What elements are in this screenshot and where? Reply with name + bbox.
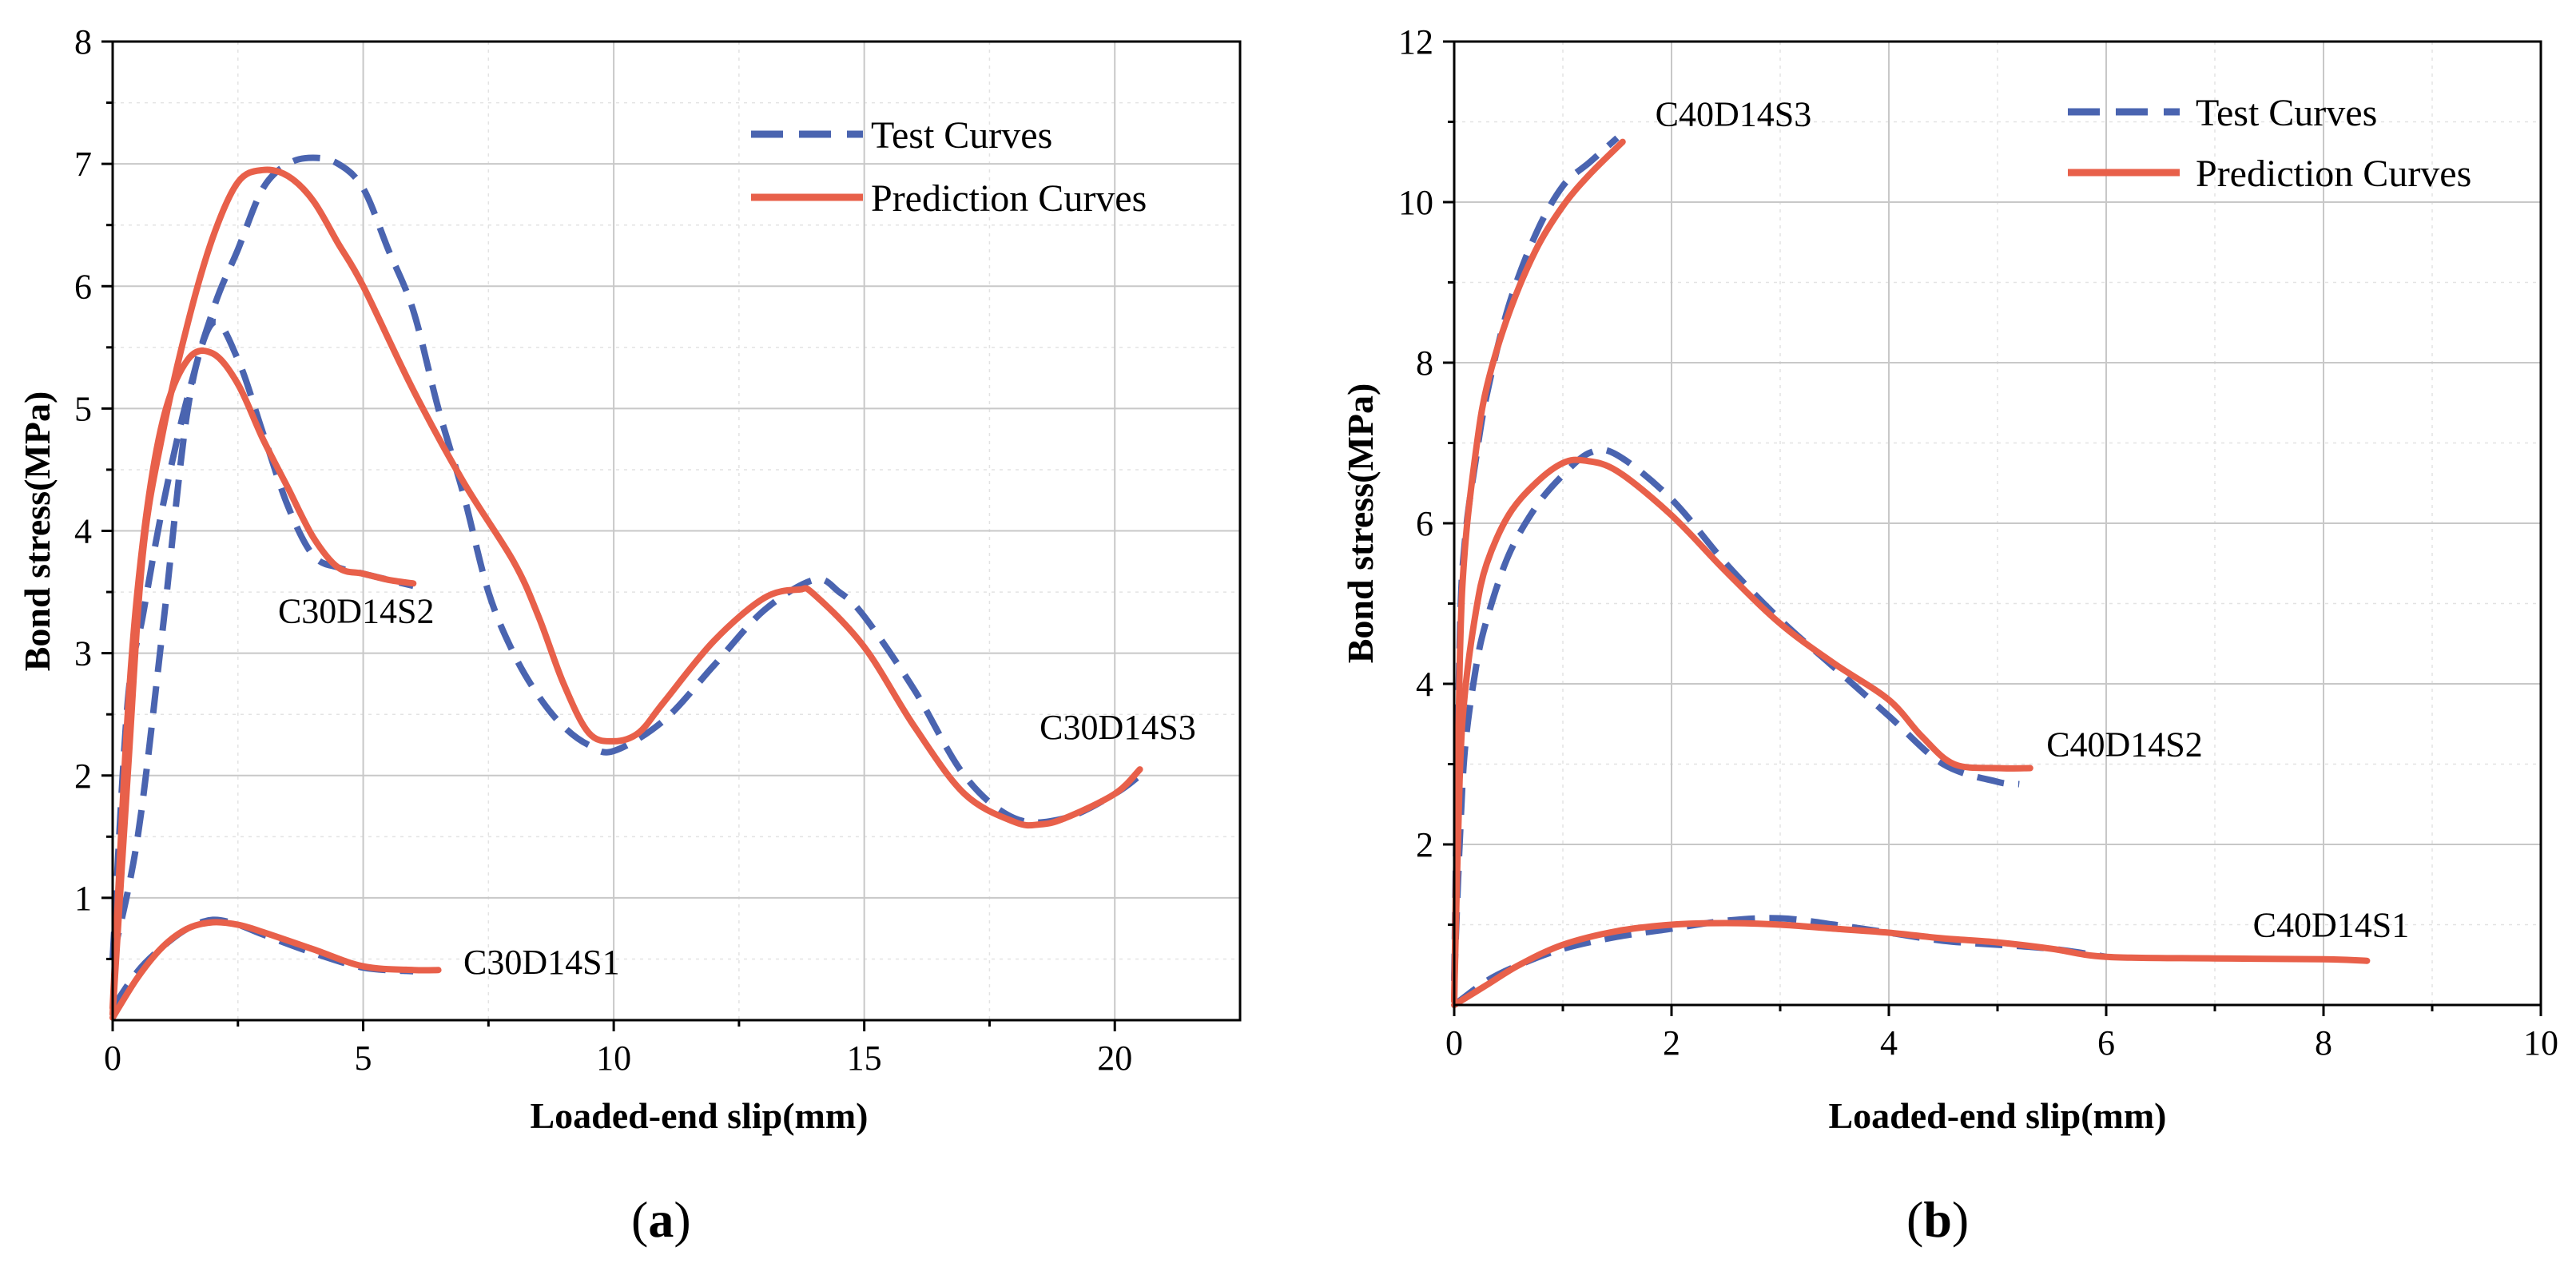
test-curve-c40d14s2 (1451, 446, 2020, 981)
x-tick-label: 2 (1663, 1023, 1680, 1062)
y-tick-label: 4 (1416, 665, 1433, 704)
prediction-curve-c40d14s1 (1451, 920, 2371, 1008)
prediction-curve-c30d14s3 (109, 166, 1143, 1018)
x-tick-label: 15 (847, 1039, 882, 1078)
curve-label-c30d14s2: C30D14S2 (278, 591, 435, 630)
plot-frame-b (1453, 40, 2542, 1007)
y-tick-label: 8 (1416, 344, 1433, 383)
curve-label-c30d14s3: C30D14S3 (1040, 708, 1196, 747)
prediction-curve-c40d14s3 (1451, 138, 1626, 1004)
curve-label-c30d14s1: C30D14S1 (463, 943, 620, 982)
x-tick-label: 0 (1445, 1023, 1463, 1062)
x-tick-label: 10 (596, 1039, 631, 1078)
x-tick-label: 20 (1097, 1039, 1132, 1078)
prediction-curve-c30d14s1 (109, 919, 442, 1021)
legend-b: Test Curves Prediction Curves (2068, 92, 2471, 195)
x-tick-label: 6 (2097, 1023, 2115, 1062)
y-tick-label: 10 (1398, 183, 1433, 222)
y-tick-label: 3 (74, 634, 92, 673)
y-tick-label: 2 (74, 757, 92, 796)
legend-a: Test Curves Prediction Curves (751, 114, 1147, 220)
legend-prediction-label: Prediction Curves (871, 177, 1147, 220)
x-axis-title-a: Loaded-end slip(mm) (531, 1095, 869, 1136)
x-tick-label: 8 (2315, 1023, 2332, 1062)
curve-label-c40d14s1: C40D14S1 (2253, 906, 2410, 945)
prediction-curve-c40d14s2 (1451, 456, 2033, 1004)
y-axis-title-a: Bond stress(MPa) (17, 391, 58, 672)
x-axis-title-b: Loaded-end slip(mm) (1829, 1095, 2167, 1136)
curve-label-c40d14s3: C40D14S3 (1656, 95, 1812, 134)
legend-test-label: Test Curves (871, 114, 1052, 157)
prediction-curve-c30d14s2 (109, 347, 417, 1011)
x-tick-label: 0 (104, 1039, 121, 1078)
test-curve-c30d14s3 (109, 154, 1143, 960)
y-tick-label: 7 (74, 145, 92, 184)
y-tick-label: 6 (1416, 504, 1433, 543)
legend-prediction-label: Prediction Curves (2196, 153, 2471, 195)
panel-label-a: (a) (631, 1191, 691, 1248)
panel-label-b: (b) (1906, 1191, 1969, 1248)
y-tick-label: 8 (74, 22, 92, 62)
y-tick-label: 4 (74, 512, 92, 551)
chart-panel-b: C40D14S1 C40D14S2 C40D14S3 0 2 4 6 8 10 2 4 6 8 10 12… (1340, 22, 2558, 1248)
y-tick-label: 12 (1398, 22, 1433, 62)
x-tick-label: 10 (2523, 1023, 2558, 1062)
legend-test-label: Test Curves (2196, 92, 2377, 134)
x-tick-label: 4 (1880, 1023, 1898, 1062)
x-tick-label: 5 (355, 1039, 372, 1078)
y-tick-label: 1 (74, 879, 92, 918)
plot-frame-a (111, 40, 1242, 1022)
test-curve-c30d14s2 (109, 318, 415, 959)
test-curve-c40d14s3 (1451, 135, 1620, 981)
y-tick-label: 2 (1416, 825, 1433, 864)
chart-panel-a: C30D14S1 C30D14S2 C30D14S3 0 5 10 15 20 1 2 3 4 5 6 7… (17, 22, 1242, 1248)
y-tick-label: 5 (74, 389, 92, 428)
y-axis-title-b: Bond stress(MPa) (1340, 383, 1381, 664)
curve-label-c40d14s2: C40D14S2 (2046, 725, 2203, 764)
y-tick-label: 6 (74, 267, 92, 306)
